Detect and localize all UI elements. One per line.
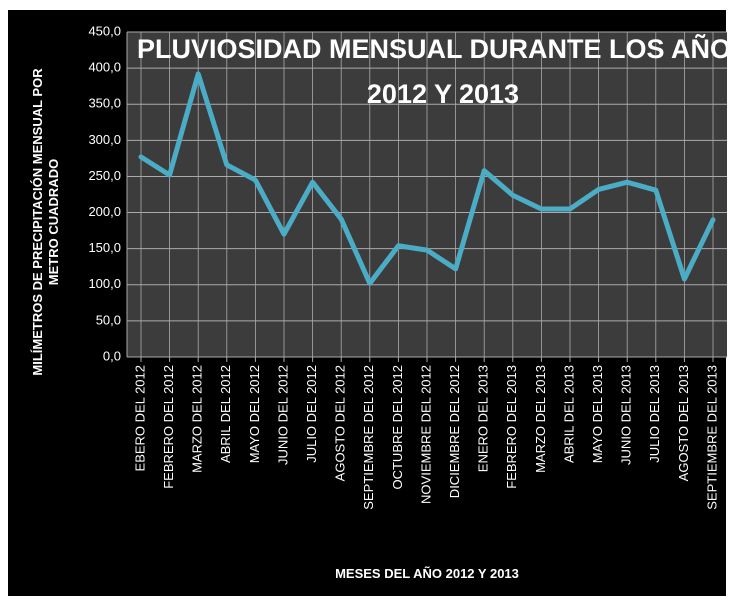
y-tick-label: 100,0 (88, 276, 121, 291)
y-tick-label: 50,0 (96, 312, 121, 327)
y-tick-label: 200,0 (88, 204, 121, 219)
x-tick-label: JULIO DEL 2012 (304, 365, 319, 463)
x-tick-label: ABRIL DEL 2013 (561, 365, 576, 463)
x-tick-label: MARZO DEL 2012 (190, 365, 205, 473)
x-tick-label: MAYO DEL 2012 (247, 365, 262, 463)
y-axis-label: METRO CUADRADO (46, 159, 61, 285)
x-tick-label: JULIO DEL 2013 (647, 365, 662, 463)
y-tick-label: 400,0 (88, 60, 121, 75)
x-tick-label: OCTUBRE DEL 2012 (390, 365, 405, 490)
x-tick-label: SEPTIEMBRE DEL 2013 (704, 365, 719, 510)
chart-title: 2012 Y 2013 (367, 79, 519, 109)
y-tick-label: 150,0 (88, 240, 121, 255)
y-axis-label: MILÍMETROS DE PRECIPITACIÓN MENSUAL POR (30, 68, 45, 376)
x-tick-label: EBERO DEL 2012 (132, 365, 147, 471)
chart-title: PLUVIOSIDAD MENSUAL DURANTE LOS AÑOS (137, 33, 734, 64)
x-tick-label: JUNIO DEL 2013 (619, 365, 634, 465)
x-tick-label: ENERO DEL 2013 (476, 365, 491, 472)
x-axis-label: MESES DEL AÑO 2012 Y 2013 (335, 566, 519, 581)
x-tick-label: FEBRERO DEL 2013 (504, 365, 519, 489)
y-tick-label: 0,0 (103, 348, 121, 363)
x-tick-label: DICIEMBRE DEL 2012 (447, 365, 462, 498)
x-tick-label: AGOSTO DEL 2012 (333, 365, 348, 481)
y-tick-label: 250,0 (88, 168, 121, 183)
x-tick-label: MARZO DEL 2013 (533, 365, 548, 473)
x-tick-label: JUNIO DEL 2012 (275, 365, 290, 465)
x-tick-label: ABRIL DEL 2012 (218, 365, 233, 463)
line-series (138, 71, 716, 286)
y-tick-label: 350,0 (88, 96, 121, 111)
x-tick-label: AGOSTO DEL 2013 (676, 365, 691, 481)
x-tick-label: SEPTIEMBRE DEL 2012 (361, 365, 376, 510)
x-tick-label: MAYO DEL 2013 (590, 365, 605, 463)
x-tick-label: NOVIEMBRE DEL 2012 (418, 365, 433, 504)
y-tick-label: 450,0 (88, 23, 121, 38)
x-tick-label: FEBRERO DEL 2012 (161, 365, 176, 489)
y-tick-label: 300,0 (88, 132, 121, 147)
